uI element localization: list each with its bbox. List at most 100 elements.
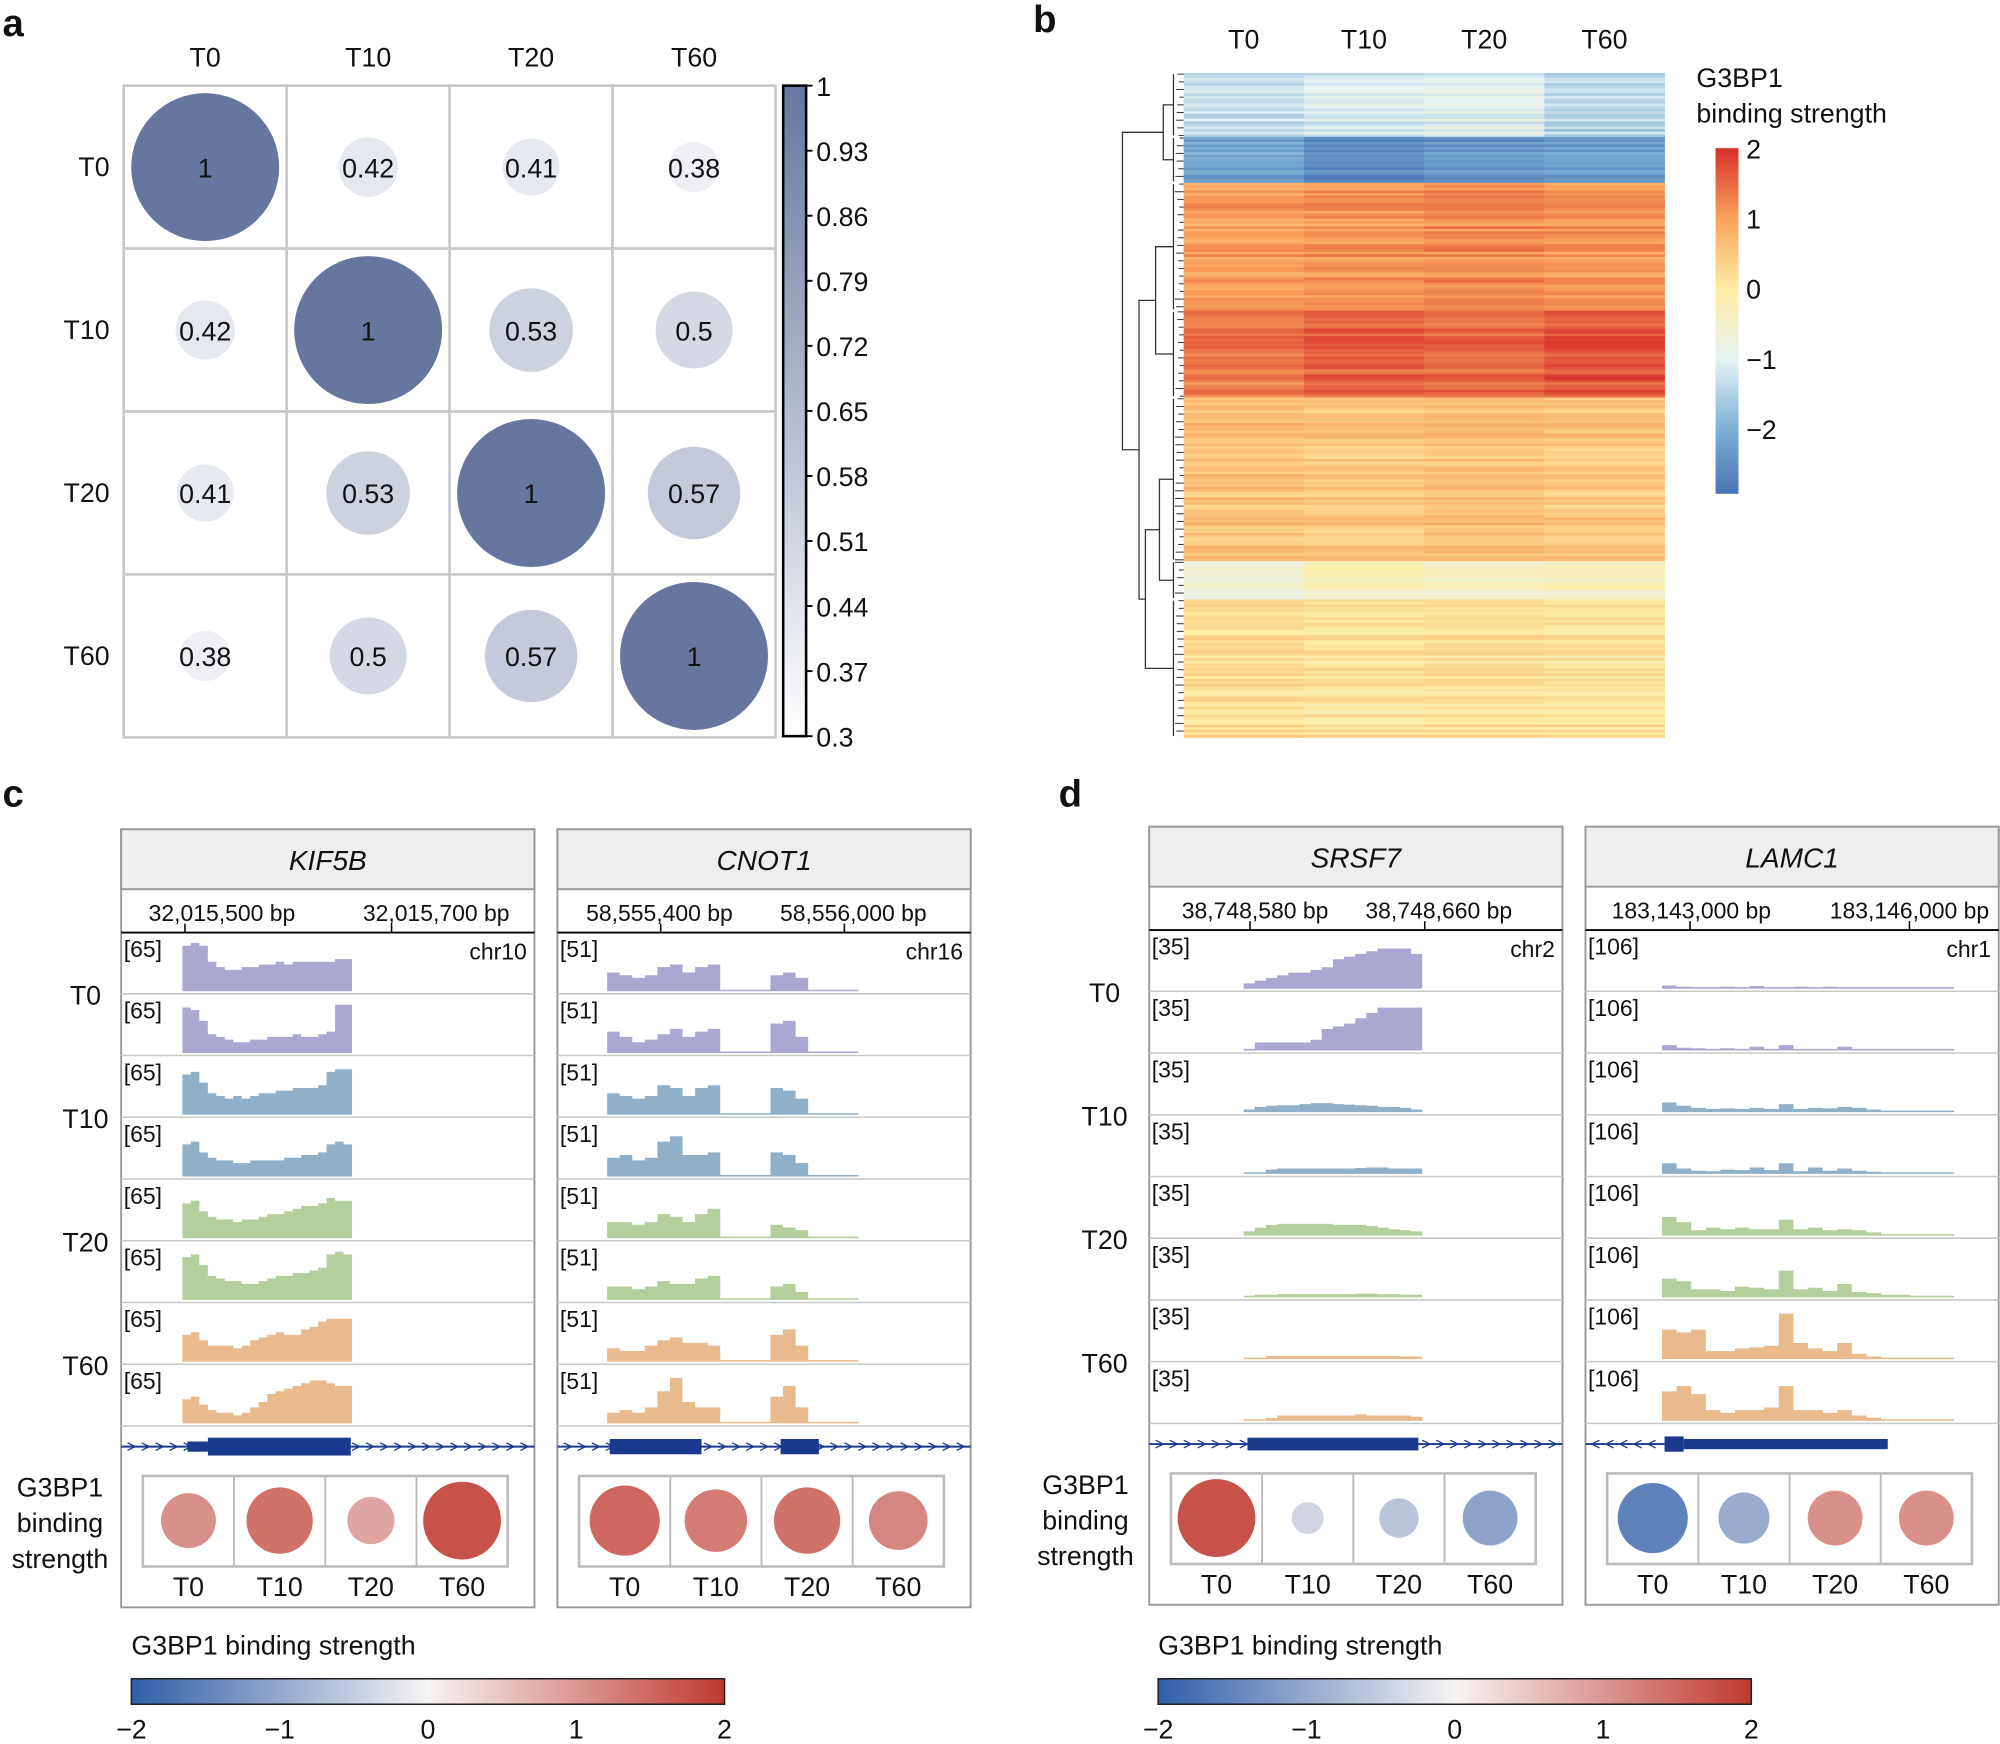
strand-arrow-icon [928, 1442, 938, 1452]
binding-strength-label: strength [12, 1544, 109, 1574]
heatmap-cell [1424, 405, 1545, 409]
heatmap-cell [1183, 244, 1305, 248]
heatmap-cell [1544, 108, 1665, 112]
correlation-value: 1 [361, 316, 376, 346]
heatmap-cell [1183, 686, 1305, 690]
heatmap-cell [1544, 78, 1665, 81]
heatmap-cell [1544, 223, 1665, 227]
heatmap-cell [1544, 348, 1665, 352]
heatmap-cell [1424, 336, 1545, 340]
heatmap-cell [1424, 438, 1545, 442]
heatmap-cell [1183, 517, 1305, 521]
strand-arrow-icon [351, 1442, 362, 1452]
correlation-value: 0.5 [675, 316, 712, 346]
heatmap-cell [1424, 691, 1545, 695]
heatmap-cell [1424, 716, 1545, 720]
heatmap-cell [1183, 354, 1305, 357]
heatmap-cell [1183, 417, 1305, 421]
heatmap-cell [1544, 274, 1665, 278]
heatmap-cell [1424, 440, 1545, 444]
heatmap-cell [1544, 440, 1665, 444]
heatmap-cell [1424, 711, 1545, 715]
colorbar [781, 84, 808, 738]
heatmap-cell [1183, 415, 1305, 419]
heatmap-cell [1183, 167, 1305, 171]
heatmap-cell [1544, 351, 1665, 355]
heatmap-cell [1303, 430, 1425, 434]
heatmap-cell [1544, 642, 1665, 646]
heatmap-cell [1424, 236, 1545, 240]
heatmap-cell [1303, 251, 1425, 255]
strand-arrow-icon [1646, 1439, 1656, 1449]
heatmap-cell [1424, 147, 1545, 150]
heatmap-cell [1183, 343, 1305, 347]
heatmap-cell [1544, 535, 1665, 539]
colorbar-tick-label: 0.79 [816, 267, 868, 297]
coverage-track [1243, 1103, 1423, 1113]
legend-title: binding strength [1696, 99, 1886, 129]
column-label: T10 [1341, 25, 1387, 55]
binding-strength-circle [161, 1493, 216, 1549]
heatmap-cell [1183, 420, 1305, 424]
heatmap-cell [1303, 435, 1425, 439]
heatmap-cell [1303, 678, 1425, 682]
heatmap-cell [1303, 540, 1425, 544]
heatmap-cell [1303, 415, 1425, 419]
strand-arrow-icon [520, 1442, 530, 1452]
heatmap-cell [1544, 118, 1665, 122]
colorbar-tick-label: 0 [1447, 1715, 1462, 1744]
heatmap-cell [1424, 456, 1545, 460]
heatmap-cell [1183, 134, 1305, 138]
heatmap-cell [1544, 461, 1665, 465]
heatmap-cell [1424, 558, 1545, 562]
heatmap-cell [1303, 520, 1425, 524]
strand-arrow-icon [1449, 1439, 1460, 1449]
heatmap-cell [1424, 548, 1545, 552]
heatmap-cell [1424, 466, 1545, 470]
heatmap-cell [1303, 660, 1425, 664]
strand-arrow-icon [703, 1442, 714, 1452]
correlation-circle [489, 288, 573, 372]
heatmap-cell [1544, 476, 1665, 480]
heatmap-cell [1424, 228, 1545, 232]
heatmap-cell [1424, 609, 1545, 613]
heatmap-cell [1544, 423, 1665, 426]
heatmap-cell [1424, 108, 1545, 112]
heatmap-cell [1424, 162, 1545, 166]
heatmap-cell [1183, 83, 1305, 87]
gene-exon [1247, 1437, 1419, 1451]
heatmap-cell [1544, 136, 1665, 140]
heatmap-cell [1544, 446, 1665, 449]
heatmap-cell [1544, 241, 1665, 245]
genomic-axis-label: 58,555,400 bp [586, 900, 733, 926]
heatmap-cell [1303, 259, 1425, 263]
heatmap-cell [1424, 699, 1545, 703]
heatmap-cell [1303, 532, 1425, 536]
correlation-circle [502, 138, 560, 196]
heatmap-cell [1424, 489, 1545, 493]
heatmap-cell [1424, 714, 1545, 718]
heatmap-cell [1183, 239, 1305, 242]
heatmap-cell [1424, 525, 1545, 529]
correlation-circle [457, 419, 606, 567]
heatmap-cell [1303, 80, 1425, 84]
heatmap-cell [1303, 412, 1425, 416]
correlation-circle [176, 464, 234, 522]
heatmap-cell [1303, 686, 1425, 690]
heatmap-cell [1183, 226, 1305, 230]
correlation-value: 0.53 [505, 316, 557, 346]
heatmap-cell [1303, 471, 1425, 475]
heatmap-cell [1424, 630, 1545, 634]
heatmap-cell [1544, 658, 1665, 662]
heatmap-cell [1303, 711, 1425, 715]
heatmap-cell [1424, 177, 1545, 181]
heatmap-cell [1183, 251, 1305, 255]
track-scale-label: [65] [124, 998, 162, 1024]
heatmap-cell [1303, 374, 1425, 378]
row-label: T10 [64, 315, 110, 345]
heatmap-cell [1183, 578, 1305, 582]
heatmap-cell [1183, 688, 1305, 692]
heatmap-cell [1544, 259, 1665, 263]
heatmap-cell [1424, 517, 1545, 521]
strand-arrow-icon [914, 1442, 924, 1452]
